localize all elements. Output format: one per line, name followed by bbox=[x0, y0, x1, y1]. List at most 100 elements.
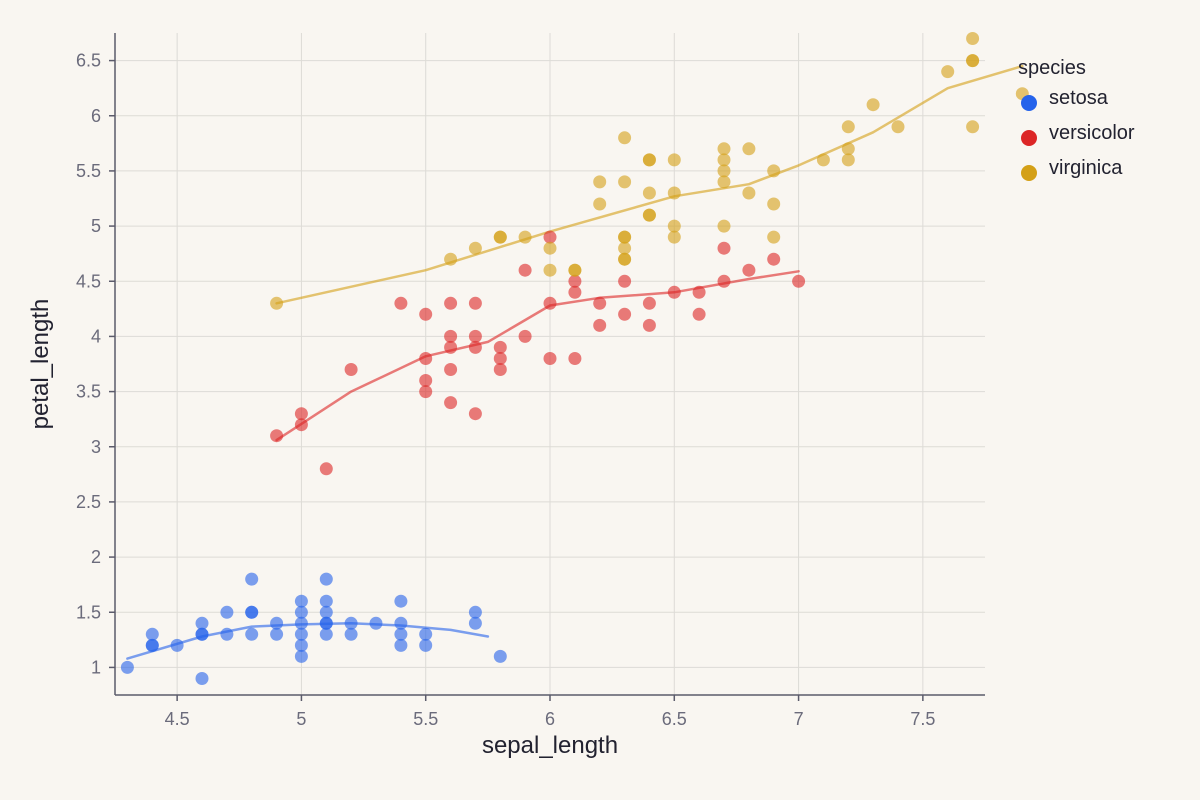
data-point-setosa bbox=[319, 594, 333, 608]
data-point-setosa bbox=[394, 616, 408, 630]
x-tick-label: 4.5 bbox=[165, 709, 190, 729]
data-point-versicolor bbox=[717, 274, 731, 288]
data-point-setosa bbox=[468, 616, 482, 630]
data-point-versicolor bbox=[692, 307, 706, 321]
data-point-virginica bbox=[642, 208, 656, 222]
data-point-setosa bbox=[195, 627, 209, 641]
data-point-versicolor bbox=[593, 296, 607, 310]
x-tick-label: 5.5 bbox=[413, 709, 438, 729]
y-tick-label: 4.5 bbox=[76, 271, 101, 291]
trend-line-versicolor bbox=[275, 270, 800, 442]
data-point-versicolor bbox=[568, 352, 582, 365]
data-point-versicolor bbox=[667, 285, 681, 299]
data-point-setosa bbox=[319, 572, 333, 586]
data-point-versicolor bbox=[468, 329, 482, 343]
data-point-setosa bbox=[294, 605, 308, 619]
data-point-versicolor bbox=[717, 241, 731, 255]
data-point-versicolor bbox=[468, 340, 482, 354]
grid bbox=[109, 33, 985, 701]
data-point-versicolor bbox=[444, 296, 458, 310]
data-point-virginica bbox=[667, 186, 681, 200]
data-point-versicolor bbox=[618, 307, 632, 321]
x-tick-label: 5 bbox=[296, 709, 306, 729]
data-point-setosa bbox=[319, 616, 333, 630]
data-point-virginica bbox=[717, 164, 731, 178]
data-point-virginica bbox=[816, 153, 830, 167]
data-point-versicolor bbox=[543, 352, 557, 365]
y-tick-label: 3 bbox=[91, 437, 101, 457]
data-point-versicolor bbox=[792, 274, 806, 288]
data-point-virginica bbox=[667, 230, 681, 244]
data-point-virginica bbox=[767, 164, 781, 178]
y-tick-label: 6.5 bbox=[76, 51, 101, 71]
legend-swatch-versicolor bbox=[1021, 130, 1037, 146]
data-point-virginica bbox=[841, 142, 855, 156]
data-point-versicolor bbox=[692, 285, 706, 299]
legend-items: setosa versicolor virginica bbox=[1021, 87, 1135, 181]
data-point-virginica bbox=[742, 142, 756, 156]
data-point-versicolor bbox=[294, 418, 308, 432]
data-point-setosa bbox=[419, 638, 433, 652]
y-tick-label: 1 bbox=[91, 657, 101, 677]
data-point-virginica bbox=[642, 186, 656, 200]
x-tick-label: 7 bbox=[794, 709, 804, 729]
legend: species setosa versicolor virginica bbox=[1018, 57, 1135, 181]
data-point-setosa bbox=[394, 594, 408, 608]
data-point-virginica bbox=[518, 230, 532, 244]
data-point-setosa bbox=[294, 649, 308, 663]
legend-swatch-setosa bbox=[1021, 95, 1037, 111]
data-point-setosa bbox=[294, 594, 308, 608]
data-point-versicolor bbox=[419, 374, 433, 387]
data-point-setosa bbox=[195, 616, 209, 630]
legend-label-virginica: virginica bbox=[1049, 157, 1123, 179]
data-point-virginica bbox=[742, 186, 756, 200]
data-point-virginica bbox=[444, 252, 458, 266]
data-point-versicolor bbox=[270, 429, 284, 443]
y-tick-label: 5.5 bbox=[76, 161, 101, 181]
data-point-setosa bbox=[344, 627, 358, 641]
data-point-versicolor bbox=[742, 263, 756, 277]
data-point-versicolor bbox=[493, 352, 507, 365]
data-point-versicolor bbox=[468, 407, 482, 421]
data-point-versicolor bbox=[593, 318, 607, 332]
data-point-setosa bbox=[195, 672, 209, 685]
data-point-versicolor bbox=[543, 230, 557, 244]
data-point-versicolor bbox=[568, 274, 582, 288]
data-point-setosa bbox=[369, 616, 383, 630]
data-point-versicolor bbox=[568, 285, 582, 299]
data-point-virginica bbox=[767, 230, 781, 244]
data-point-virginica bbox=[593, 197, 607, 211]
data-point-setosa bbox=[344, 616, 358, 630]
y-tick-label: 2 bbox=[91, 547, 101, 567]
data-point-virginica bbox=[270, 296, 284, 310]
data-point-setosa bbox=[319, 605, 333, 619]
data-point-setosa bbox=[319, 627, 333, 641]
x-tick-label: 7.5 bbox=[910, 709, 935, 729]
data-points bbox=[120, 32, 1029, 685]
data-point-virginica bbox=[717, 175, 731, 189]
data-point-versicolor bbox=[518, 329, 532, 343]
data-point-versicolor bbox=[294, 407, 308, 421]
data-point-setosa bbox=[294, 638, 308, 652]
data-point-versicolor bbox=[419, 307, 433, 321]
data-point-setosa bbox=[394, 638, 408, 652]
data-point-versicolor bbox=[419, 385, 433, 399]
data-point-virginica bbox=[667, 219, 681, 233]
data-point-setosa bbox=[245, 627, 259, 641]
data-point-versicolor bbox=[618, 274, 632, 288]
data-point-setosa bbox=[468, 605, 482, 619]
data-point-versicolor bbox=[319, 462, 333, 476]
trend-line-virginica bbox=[275, 64, 1024, 305]
data-point-virginica bbox=[593, 175, 607, 189]
data-point-virginica bbox=[493, 230, 507, 244]
data-point-virginica bbox=[568, 263, 582, 277]
data-point-versicolor bbox=[642, 296, 656, 310]
x-tick-label: 6 bbox=[545, 709, 555, 729]
data-point-setosa bbox=[220, 627, 234, 641]
data-point-virginica bbox=[767, 197, 781, 211]
data-point-versicolor bbox=[344, 363, 358, 376]
data-point-virginica bbox=[618, 252, 632, 266]
data-point-setosa bbox=[294, 616, 308, 630]
y-tick-label: 4 bbox=[91, 326, 101, 346]
